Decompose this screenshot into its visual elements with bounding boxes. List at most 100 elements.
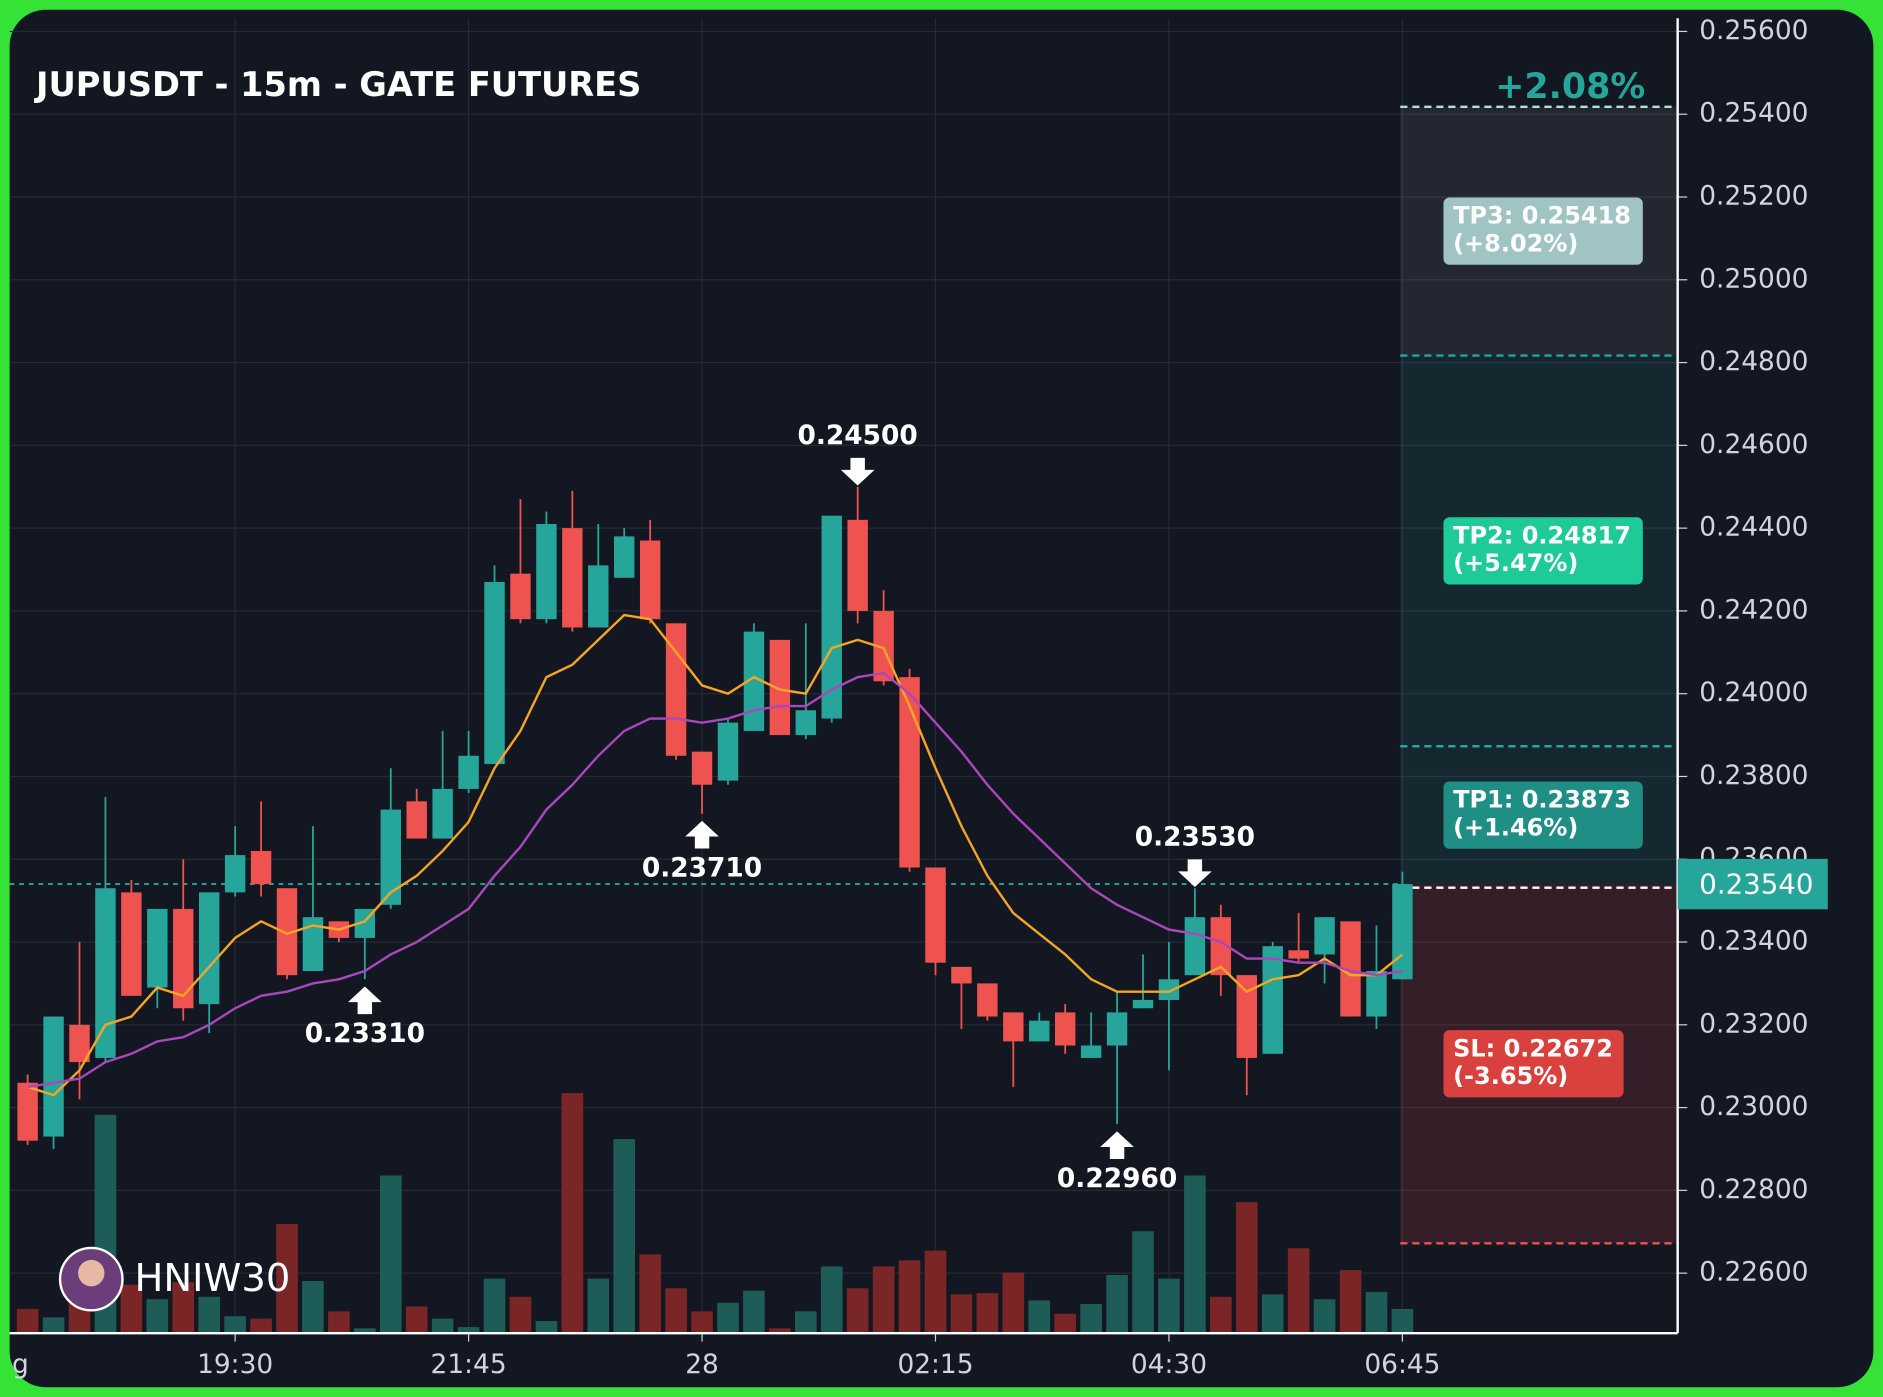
candle-body — [484, 581, 505, 765]
moving-average — [27, 613, 1404, 1097]
volume-bar — [639, 1254, 661, 1334]
candle-body — [925, 867, 946, 963]
price-label: 0.23540 — [1699, 867, 1813, 900]
volume-bar — [42, 1317, 65, 1334]
candle-body — [1003, 1012, 1024, 1042]
level-box — [1443, 781, 1643, 849]
volume-bar — [120, 1284, 143, 1334]
annotation: 0.23710 — [642, 852, 762, 883]
candle-body — [1158, 979, 1180, 1000]
volume-bar — [1339, 1270, 1362, 1334]
y-tick-label: 0.24600 — [1699, 429, 1808, 460]
volume-bar — [1106, 1274, 1128, 1334]
arrow-up — [1100, 1131, 1134, 1159]
volume-bar — [717, 1302, 739, 1334]
arrow-down — [1178, 859, 1212, 888]
level-pct: (+8.02%) — [1453, 229, 1578, 257]
volume-bar — [872, 1266, 895, 1334]
x-tick-label: 04:30 — [1131, 1349, 1207, 1380]
candle-body — [17, 1082, 38, 1141]
candle-body — [147, 908, 168, 988]
candle-body — [951, 966, 972, 984]
volume-bar — [1132, 1231, 1154, 1334]
candle-body — [458, 755, 479, 789]
plot: 0.25600 0.25400 0.25200 0.25000 0.24800 0.246… — [9, 15, 1828, 1380]
candle-body — [691, 751, 713, 785]
level-label: TP2: 0.24817 — [1453, 521, 1631, 549]
arrow-up — [685, 820, 719, 849]
y-tick-label: 0.22800 — [1699, 1174, 1808, 1205]
volume-bar — [328, 1311, 350, 1334]
candle-body — [1210, 917, 1232, 976]
x-tick-label: 28 — [685, 1349, 719, 1380]
watermark: HNIW30 — [135, 1256, 291, 1301]
volume-bar — [483, 1278, 506, 1334]
volume-bar — [1028, 1300, 1051, 1334]
price-tag — [1677, 858, 1828, 910]
volume-bar — [976, 1293, 999, 1334]
x-tick-label: 02:15 — [897, 1349, 973, 1380]
candle-body — [1132, 999, 1154, 1009]
candle-body — [588, 565, 609, 628]
volume-bar — [1002, 1272, 1025, 1334]
candle-body — [639, 540, 661, 620]
volume-bar — [1080, 1304, 1102, 1334]
volume-bar — [1054, 1313, 1076, 1334]
level-pct: (+5.47%) — [1453, 549, 1578, 577]
candle-body — [1029, 1020, 1050, 1042]
panel — [9, 9, 1874, 1388]
volume-bar — [769, 1328, 791, 1334]
volume-bar — [1313, 1299, 1336, 1334]
candle-body — [795, 710, 817, 736]
y-tick-label: 0.25400 — [1699, 98, 1808, 129]
annotation: 0.23310 — [305, 1018, 425, 1049]
y-tick-label: 0.25000 — [1699, 263, 1808, 294]
avatar-face — [78, 1259, 105, 1287]
candle-body — [1262, 946, 1283, 1054]
candle-body — [43, 1016, 64, 1137]
y-tick-label: 0.23400 — [1699, 926, 1808, 957]
volume-bar — [354, 1328, 376, 1334]
level-box — [1443, 1030, 1624, 1098]
volume-bar — [224, 1316, 246, 1334]
volume-bar — [457, 1327, 480, 1334]
candle-body — [173, 908, 194, 1009]
y-tick-label: 0.22600 — [1699, 1257, 1808, 1288]
x-tick-label: 06:45 — [1364, 1349, 1440, 1380]
volume-bar — [172, 1282, 195, 1334]
annotation: 0.22960 — [1057, 1163, 1177, 1194]
volume-bar — [1184, 1175, 1206, 1334]
annotation: 0.24500 — [798, 420, 918, 451]
volume-bar — [950, 1294, 973, 1334]
candle-body — [821, 515, 842, 719]
candle-body — [769, 639, 791, 736]
volume-bar — [561, 1092, 584, 1334]
volume-bar — [1158, 1278, 1180, 1334]
arrow-down — [840, 457, 875, 486]
candle-body — [717, 722, 739, 781]
y-tick-label: 0.24200 — [1699, 594, 1808, 625]
candle-body — [121, 892, 142, 996]
x-tick-label: g — [12, 1349, 29, 1380]
y-tick-label: 0.23800 — [1699, 760, 1808, 791]
volume-bar — [16, 1308, 39, 1334]
volume-bar — [379, 1175, 402, 1334]
candle-body — [224, 855, 246, 893]
candle-body — [1106, 1012, 1128, 1046]
candle-body — [1392, 884, 1413, 980]
candle-body — [614, 536, 635, 578]
candle-body — [1314, 917, 1335, 955]
volume-bar — [198, 1296, 221, 1334]
candle-body — [1080, 1045, 1102, 1058]
volume-bar — [302, 1281, 324, 1334]
chart-title: JUPUSDT - 15m - GATE FUTURES — [34, 65, 641, 104]
volume-bar — [820, 1266, 843, 1334]
volume-bar — [405, 1306, 428, 1334]
level-pct: (-3.65%) — [1453, 1062, 1568, 1090]
x-tick-label: 21:45 — [431, 1349, 507, 1380]
candle-body — [1288, 950, 1309, 959]
candle-body — [276, 888, 298, 976]
level-box — [1443, 517, 1643, 585]
